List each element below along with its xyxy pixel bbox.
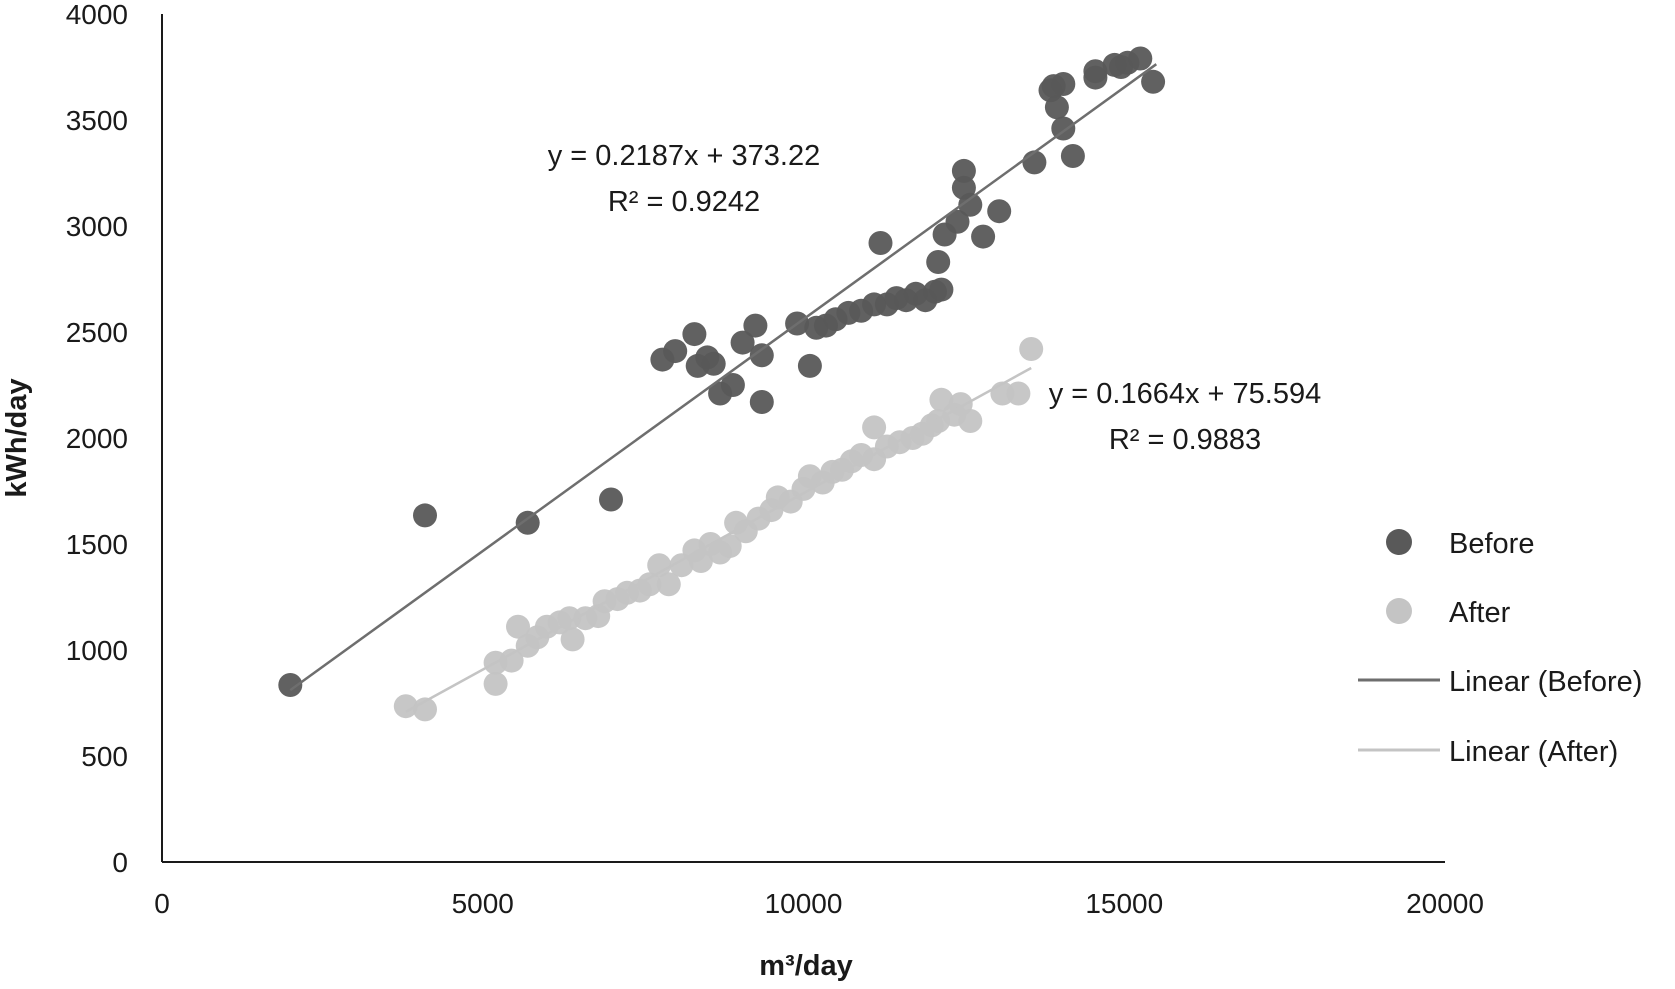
legend: Before After Linear (Before) Linear (Aft… xyxy=(1358,528,1642,768)
data-point-after xyxy=(1006,381,1031,406)
y-tick-label: 3500 xyxy=(66,105,128,136)
equation-annotation-after: y = 0.1664x + 75.594 R² = 0.9883 xyxy=(1049,378,1322,456)
equation-annotation-before: y = 0.2187x + 373.22 R² = 0.9242 xyxy=(548,140,821,218)
data-point-after xyxy=(393,694,418,719)
data-point-after xyxy=(647,553,672,578)
legend-label-linear-before: Linear (Before) xyxy=(1449,666,1642,698)
data-point-before xyxy=(278,673,303,697)
trendline-before xyxy=(289,63,1158,692)
data-point-after xyxy=(499,648,524,673)
equation-before-line2: R² = 0.9242 xyxy=(608,186,760,218)
y-tick-label: 1500 xyxy=(66,529,128,560)
data-point-after xyxy=(1019,337,1044,361)
data-point-after xyxy=(560,627,585,652)
data-point-before xyxy=(413,503,437,528)
y-tick-label: 500 xyxy=(81,741,128,772)
tick-labels-layer: 0 5000 10000 15000 20000 0 500 1000 1500 2000 2500… xyxy=(66,0,1484,919)
data-point-before xyxy=(797,353,822,378)
x-tick-label: 0 xyxy=(154,888,170,919)
data-point-after xyxy=(958,409,983,433)
equation-before-line1: y = 0.2187x + 373.22 xyxy=(548,140,821,172)
legend-label-before: Before xyxy=(1449,528,1534,560)
data-point-after xyxy=(862,415,887,440)
data-point-before xyxy=(951,158,976,183)
data-point-before xyxy=(515,510,540,535)
data-point-before xyxy=(1044,95,1069,120)
data-point-before xyxy=(749,343,774,368)
data-point-before xyxy=(743,313,768,338)
data-point-before xyxy=(663,339,688,364)
y-tick-label: 0 xyxy=(112,847,128,878)
equation-after-line2: R² = 0.9883 xyxy=(1109,424,1261,456)
data-point-before xyxy=(929,277,954,302)
legend-marker-after xyxy=(1386,598,1412,624)
data-point-before xyxy=(958,192,983,217)
legend-label-after: After xyxy=(1449,597,1511,629)
x-tick-label: 5000 xyxy=(452,888,514,919)
x-tick-label: 15000 xyxy=(1085,888,1163,919)
x-tick-label: 10000 xyxy=(765,888,843,919)
data-point-after xyxy=(717,534,742,559)
data-point-before xyxy=(926,250,951,274)
x-tick-label: 20000 xyxy=(1406,888,1484,919)
data-point-before xyxy=(1022,150,1047,175)
data-point-before xyxy=(730,330,755,355)
data-point-after xyxy=(506,614,530,639)
data-point-before xyxy=(749,390,774,414)
x-axis-title: m³/day xyxy=(759,950,852,982)
data-point-before xyxy=(987,199,1012,224)
data-point-before xyxy=(971,224,996,249)
data-point-after xyxy=(483,671,508,696)
data-point-before xyxy=(945,209,970,234)
data-point-before xyxy=(1141,69,1166,94)
legend-label-linear-after: Linear (After) xyxy=(1449,736,1618,768)
data-point-before xyxy=(720,373,745,397)
y-tick-label: 1000 xyxy=(66,635,128,666)
y-tick-label: 2500 xyxy=(66,317,128,348)
legend-marker-before xyxy=(1386,529,1412,555)
data-point-before xyxy=(1060,144,1085,168)
data-point-before xyxy=(701,351,726,376)
data-point-after xyxy=(656,572,681,597)
trendline-after xyxy=(405,366,1032,713)
y-tick-label: 3000 xyxy=(66,211,128,242)
series-before-points xyxy=(278,46,1166,697)
data-point-before xyxy=(1051,72,1076,96)
data-point-before xyxy=(1083,59,1108,84)
data-point-before xyxy=(599,487,623,512)
data-point-before xyxy=(1128,46,1153,71)
data-point-before xyxy=(682,322,707,347)
y-axis-title: kWh/day xyxy=(1,378,33,497)
y-tick-label: 2000 xyxy=(66,423,128,454)
equation-after-line1: y = 0.1664x + 75.594 xyxy=(1049,378,1322,410)
data-point-after xyxy=(637,572,662,597)
data-point-before xyxy=(868,231,893,255)
trendlines-layer xyxy=(289,63,1158,713)
y-tick-label: 4000 xyxy=(66,0,128,30)
